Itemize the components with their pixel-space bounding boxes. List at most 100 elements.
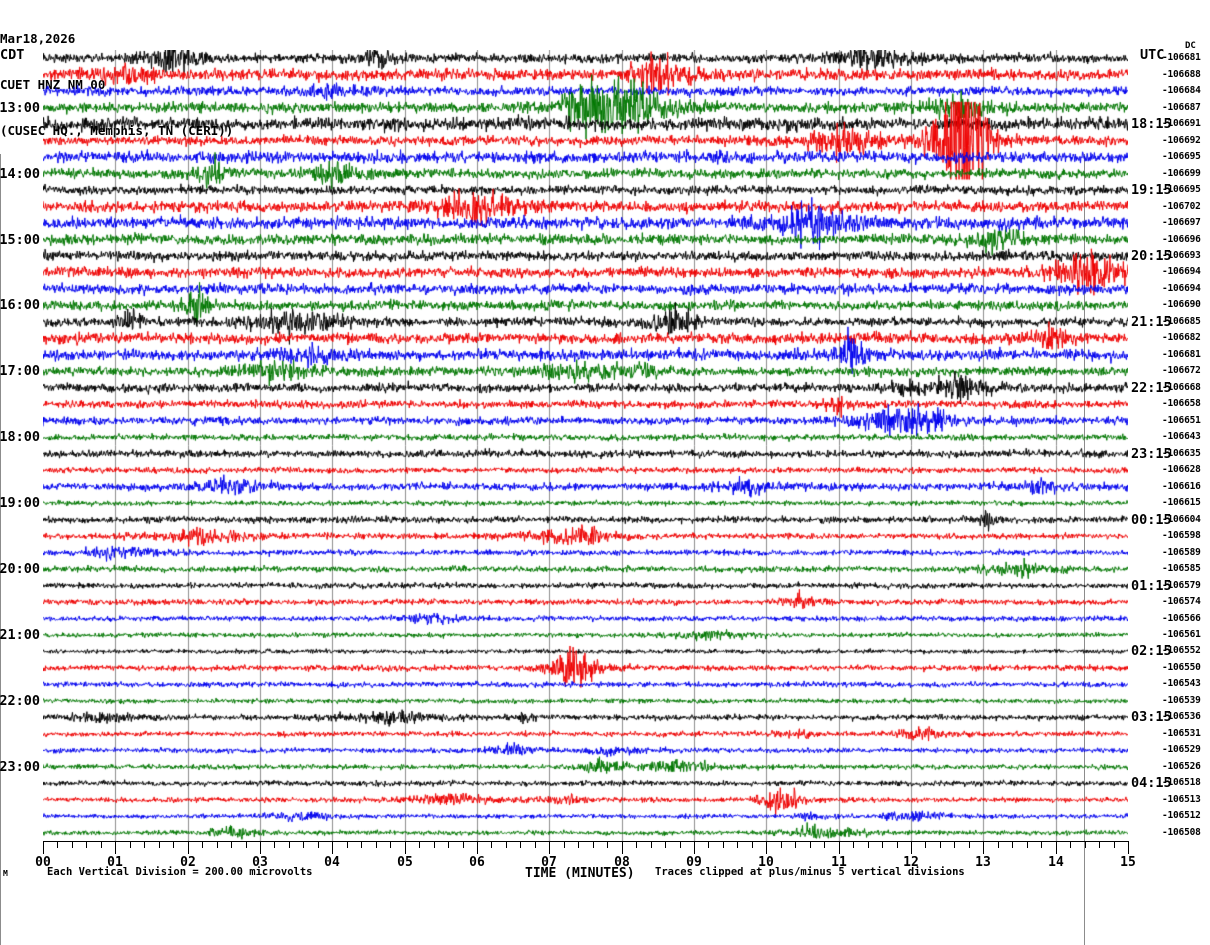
x-tick-minor: [463, 841, 464, 848]
x-tick-minor: [217, 841, 218, 848]
x-tick-minor: [708, 841, 709, 848]
x-tick-minor: [882, 841, 883, 848]
x-tick-minor: [361, 841, 362, 848]
dc-offset-value: -106694: [1162, 266, 1201, 278]
x-axis-title: TIME (MINUTES): [525, 866, 635, 881]
right-time-label: 03:15: [1131, 709, 1172, 726]
x-tick-minor: [954, 841, 955, 848]
x-tick-minor: [86, 841, 87, 848]
x-tick-minor: [289, 841, 290, 848]
x-tick-minor: [593, 841, 594, 848]
right-time-label: 21:15: [1131, 313, 1172, 330]
dc-offset-value: -106681: [1162, 348, 1201, 360]
dc-offset-value: -106552: [1162, 645, 1201, 657]
dc-offset-value: -106604: [1162, 513, 1201, 525]
x-tick-minor: [824, 841, 825, 848]
left-time-label: 23:00: [0, 758, 40, 775]
x-tick-minor: [752, 841, 753, 848]
x-tick-minor: [853, 841, 854, 848]
dc-offset-value: -106529: [1162, 744, 1201, 756]
dc-offset-value: -106566: [1162, 612, 1201, 624]
dc-offset-value: -106692: [1162, 134, 1201, 146]
x-tick-minor: [202, 841, 203, 848]
dc-offset-value: -106697: [1162, 217, 1201, 229]
clip-note: Traces clipped at plus/minus 5 vertical …: [655, 866, 965, 878]
dc-offset-value: -106643: [1162, 431, 1201, 443]
dc-offset-value: -106682: [1162, 332, 1201, 344]
x-tick-label: 00: [35, 855, 51, 870]
x-tick-major: [260, 841, 261, 854]
dc-offset-value: -106691: [1162, 118, 1201, 130]
x-tick-minor: [246, 841, 247, 848]
x-tick-label: 09: [686, 855, 702, 870]
dc-offset-value: -106694: [1162, 282, 1201, 294]
x-tick-minor: [737, 841, 738, 848]
x-axis-ticks: [43, 841, 1129, 855]
x-tick-major: [115, 841, 116, 854]
dc-offset-value: -106668: [1162, 381, 1201, 393]
dc-offset-value: -106508: [1162, 826, 1201, 838]
dc-offset-value: -106695: [1162, 184, 1201, 196]
dc-offset-value: -106672: [1162, 365, 1201, 377]
x-tick-major: [766, 841, 767, 854]
x-tick-label: 01: [107, 855, 123, 870]
scale-unit-glyph: M: [3, 869, 8, 878]
x-tick-major: [694, 841, 695, 854]
left-time-label: 21:00: [0, 627, 40, 643]
dc-offset-value: -106512: [1162, 810, 1201, 822]
dc-offset-value: -106526: [1162, 760, 1201, 772]
left-time-label: 22:00: [0, 692, 40, 709]
x-tick-minor: [564, 841, 565, 848]
x-tick-major: [549, 841, 550, 854]
x-tick-major: [43, 841, 44, 854]
dc-column-label: DC: [1185, 41, 1196, 51]
x-tick-minor: [1027, 841, 1028, 848]
dc-offset-value: -106688: [1162, 68, 1201, 80]
x-tick-label: 10: [758, 855, 774, 870]
x-tick-minor: [781, 841, 782, 848]
x-tick-minor: [506, 841, 507, 848]
right-time-label: 02:15: [1131, 643, 1172, 660]
header-date: Mar18,2026: [0, 30, 76, 46]
dc-offset-value: -106685: [1162, 315, 1201, 327]
x-tick-minor: [390, 841, 391, 848]
right-time-label: 19:15: [1131, 182, 1172, 199]
x-tick-minor: [1041, 841, 1042, 848]
x-tick-label: 12: [903, 855, 919, 870]
dc-offset-value: -106550: [1162, 661, 1201, 673]
x-tick-minor: [1085, 841, 1086, 848]
dc-offset-value: -106702: [1162, 200, 1201, 212]
x-tick-minor: [57, 841, 58, 848]
x-tick-label: 02: [180, 855, 196, 870]
dc-offset-value: -106579: [1162, 579, 1201, 591]
x-tick-label: 03: [252, 855, 268, 870]
dc-offset-value: -106585: [1162, 563, 1201, 575]
dc-offset-value: -106695: [1162, 151, 1201, 163]
x-tick-minor: [1099, 841, 1100, 848]
x-tick-minor: [665, 841, 666, 848]
x-tick-label: 05: [397, 855, 413, 870]
scale-note: Each Vertical Division = 200.00 microvol…: [47, 866, 313, 878]
dc-offset-value: -106658: [1162, 398, 1201, 410]
x-tick-minor: [347, 841, 348, 848]
x-tick-minor: [72, 841, 73, 848]
right-time-label: 00:15: [1131, 511, 1172, 528]
x-tick-minor: [810, 841, 811, 848]
left-time-label: 14:00: [0, 165, 40, 182]
dc-offset-value: -106699: [1162, 167, 1201, 179]
dc-offset-value: -106690: [1162, 299, 1201, 311]
x-tick-label: 13: [975, 855, 991, 870]
dc-offset-value: -106536: [1162, 711, 1201, 723]
x-tick-major: [839, 841, 840, 854]
x-tick-minor: [520, 841, 521, 848]
x-tick-label: 04: [324, 855, 340, 870]
x-tick-minor: [303, 841, 304, 848]
x-tick-major: [983, 841, 984, 854]
x-tick-minor: [680, 841, 681, 848]
dc-offset-value: -106651: [1162, 414, 1201, 426]
x-tick-minor: [1012, 841, 1013, 848]
x-tick-major: [188, 841, 189, 854]
right-time-label: 18:15: [1131, 116, 1172, 133]
left-time-label: 16:00: [0, 297, 40, 314]
x-tick-minor: [723, 841, 724, 848]
